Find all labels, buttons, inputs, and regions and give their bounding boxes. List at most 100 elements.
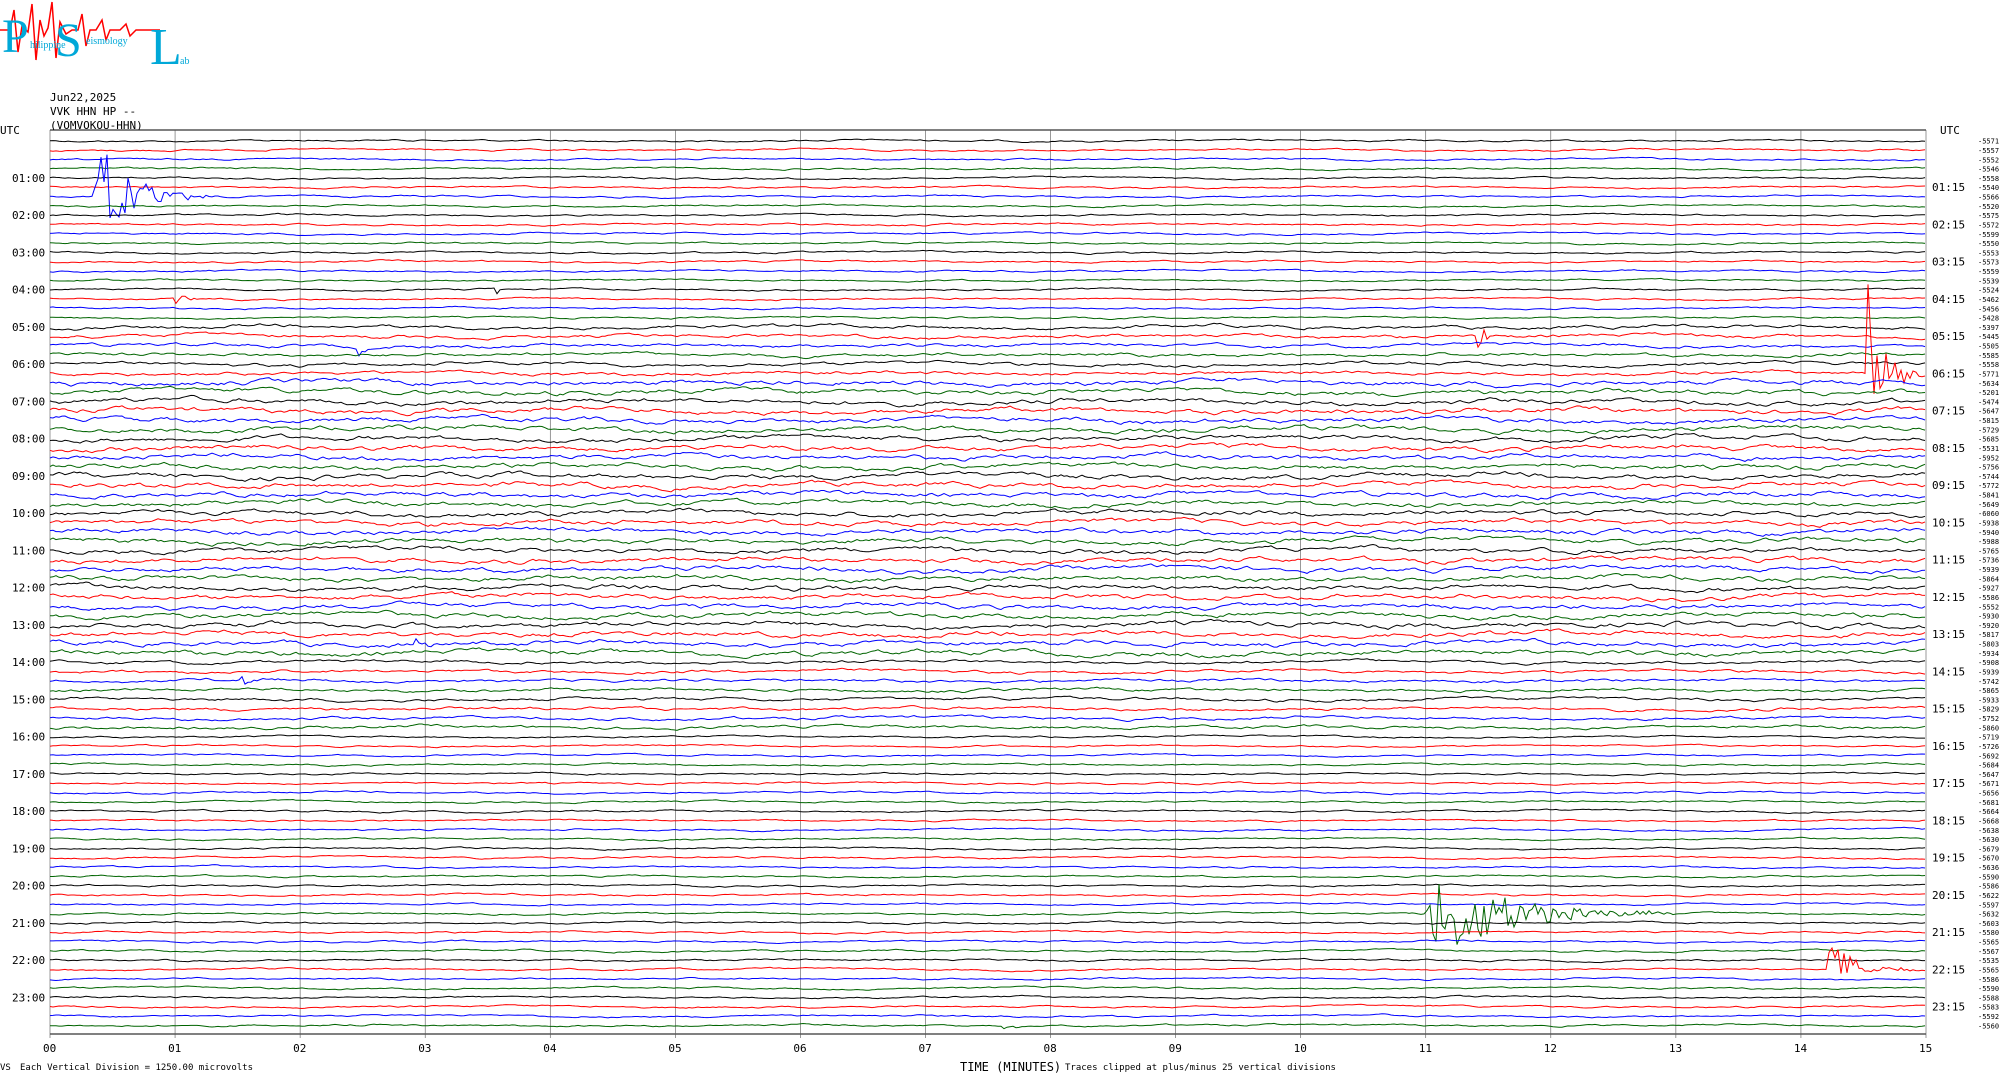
right-offset-label-70: -5656 — [1978, 790, 1999, 798]
logo-letter-p: P — [2, 10, 29, 63]
trace-21 — [49, 328, 1926, 349]
header-station: VVK HHN HP -- — [50, 105, 137, 118]
trace-66 — [49, 752, 1926, 758]
left-hour-label-11: 12:00 — [12, 582, 45, 595]
right-offset-label-69: -5671 — [1978, 780, 1999, 788]
right-offset-label-46: -5939 — [1978, 566, 1999, 574]
header-date: Jun22,2025 — [50, 91, 117, 104]
trace-58 — [49, 675, 1926, 685]
trace-28 — [49, 394, 1926, 408]
trace-88 — [49, 957, 1925, 964]
right-offset-label-58: -5742 — [1978, 678, 1999, 686]
right-offset-label-32: -5685 — [1978, 436, 1999, 444]
right-quarter-label-9: 10:15 — [1932, 516, 1965, 529]
right-offset-label-92: -5588 — [1978, 994, 1999, 1002]
trace-87 — [49, 947, 1926, 954]
x-tick-label-13: 13 — [1669, 1042, 1682, 1055]
trace-54 — [49, 637, 1926, 649]
x-tick-label-11: 11 — [1419, 1042, 1432, 1055]
right-offset-label-80: -5586 — [1978, 883, 1999, 891]
trace-40 — [49, 507, 1926, 519]
right-offset-label-28: -5474 — [1978, 398, 1999, 406]
trace-27 — [49, 385, 1926, 397]
x-axis-title: TIME (MINUTES) — [960, 1060, 1062, 1074]
right-offset-label-44: -5765 — [1978, 547, 1999, 555]
trace-20 — [49, 322, 1926, 331]
right-offset-label-86: -5565 — [1978, 939, 1999, 947]
right-offset-label-37: -5772 — [1978, 482, 1999, 490]
left-hour-label-9: 10:00 — [12, 507, 45, 520]
right-offset-label-75: -5630 — [1978, 836, 1999, 844]
left-hour-label-7: 08:00 — [12, 433, 45, 446]
right-offset-label-94: -5592 — [1978, 1013, 1999, 1021]
right-offset-label-2: -5552 — [1978, 156, 1999, 164]
footer-scale-note: Each Vertical Division = 1250.00 microvo… — [20, 1063, 253, 1073]
trace-67 — [49, 761, 1926, 768]
right-quarter-label-13: 14:15 — [1932, 665, 1965, 678]
left-hour-label-17: 18:00 — [12, 805, 45, 818]
trace-73 — [49, 818, 1926, 823]
right-quarter-label-2: 03:15 — [1932, 256, 1965, 269]
right-offset-label-42: -5940 — [1978, 529, 1999, 537]
left-hour-label-2: 03:00 — [12, 246, 45, 259]
right-offset-label-18: -5456 — [1978, 305, 1999, 313]
right-quarter-label-12: 13:15 — [1932, 628, 1965, 641]
right-offset-label-41: -5938 — [1978, 519, 1999, 527]
trace-91 — [49, 985, 1926, 991]
footer-left-mark: VS — [0, 1063, 11, 1073]
trace-70 — [49, 790, 1926, 796]
right-offset-label-85: -5580 — [1978, 929, 1999, 937]
x-tick-label-15: 15 — [1919, 1042, 1932, 1055]
right-offset-label-88: -5535 — [1978, 957, 1999, 965]
footer-clip-note: Traces clipped at plus/minus 25 vertical… — [1065, 1063, 1336, 1073]
left-hour-label-14: 15:00 — [12, 693, 45, 706]
left-hour-label-0: 01:00 — [12, 172, 45, 185]
right-offset-label-30: -5815 — [1978, 417, 1999, 425]
right-offset-label-51: -5930 — [1978, 613, 1999, 621]
trace-63 — [49, 723, 1926, 731]
right-quarter-label-20: 21:15 — [1932, 926, 1965, 939]
right-quarter-label-10: 11:15 — [1932, 554, 1965, 567]
trace-15 — [49, 277, 1926, 283]
x-tick-label-12: 12 — [1544, 1042, 1557, 1055]
right-offset-label-21: -5445 — [1978, 333, 1999, 341]
trace-55 — [49, 647, 1926, 660]
right-quarter-label-15: 16:15 — [1932, 740, 1965, 753]
right-offset-label-19: -5428 — [1978, 315, 1999, 323]
right-offset-label-14: -5559 — [1978, 268, 1999, 276]
right-offset-label-15: -5539 — [1978, 277, 1999, 285]
trace-84 — [49, 920, 1926, 926]
left-hour-label-15: 16:00 — [12, 731, 45, 744]
right-offset-label-89: -5565 — [1978, 966, 1999, 974]
x-tick-label-04: 04 — [543, 1042, 557, 1055]
left-hour-label-6: 07:00 — [12, 395, 45, 408]
left-hour-label-18: 19:00 — [12, 842, 45, 855]
trace-39 — [49, 497, 1926, 510]
trace-26 — [49, 377, 1926, 389]
right-offset-label-64: -5719 — [1978, 734, 1999, 742]
right-offset-label-59: -5865 — [1978, 687, 1999, 695]
right-offset-label-11: -5550 — [1978, 240, 1999, 248]
trace-6 — [49, 154, 1926, 218]
x-tick-label-03: 03 — [418, 1042, 431, 1055]
trace-57 — [49, 667, 1926, 675]
trace-29 — [49, 405, 1926, 417]
right-offset-label-68: -5647 — [1978, 771, 1999, 779]
trace-81 — [49, 892, 1926, 898]
left-hour-label-10: 11:00 — [12, 544, 45, 557]
x-tick-label-05: 05 — [668, 1042, 681, 1055]
trace-5 — [49, 184, 1926, 190]
right-quarter-label-21: 22:15 — [1932, 963, 1965, 976]
trace-49 — [49, 591, 1926, 603]
right-offset-label-71: -5681 — [1978, 799, 1999, 807]
right-offset-label-31: -5729 — [1978, 426, 1999, 434]
trace-2 — [49, 156, 1925, 162]
trace-93 — [49, 1003, 1926, 1010]
left-hour-label-22: 23:00 — [12, 991, 45, 1004]
left-hour-label-20: 21:00 — [12, 917, 45, 930]
right-offset-label-79: -5590 — [1978, 873, 1999, 881]
trace-47 — [49, 572, 1926, 584]
left-hour-label-5: 06:00 — [12, 358, 45, 371]
right-offset-label-5: -5540 — [1978, 184, 1999, 192]
